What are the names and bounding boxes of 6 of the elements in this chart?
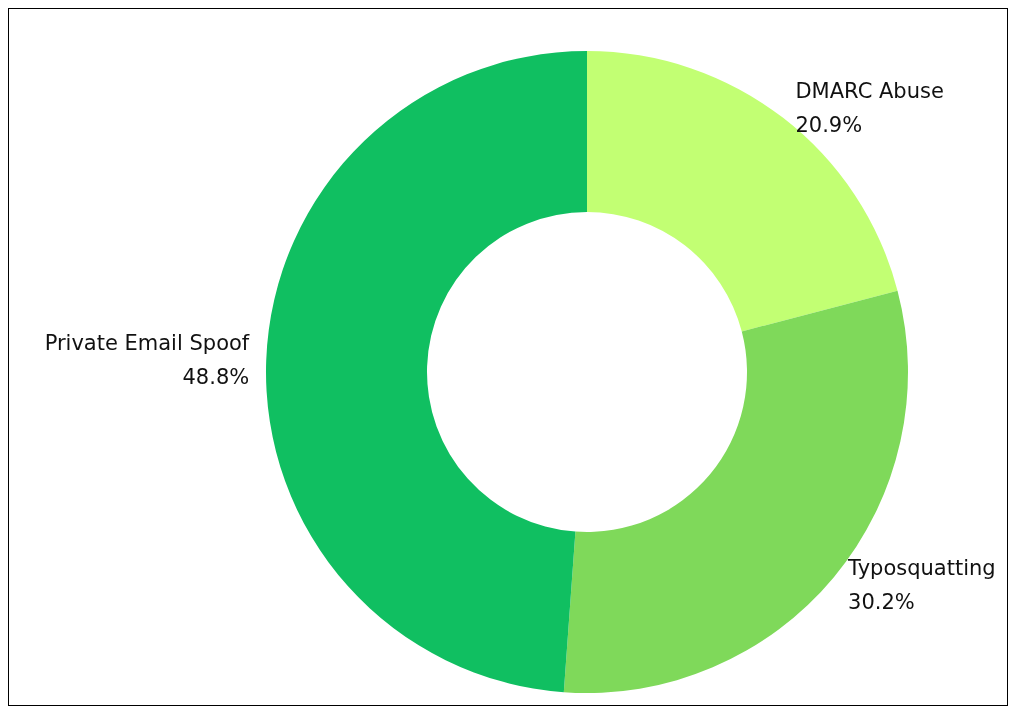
slice-label: Typosquatting bbox=[847, 555, 996, 580]
data-label: 30.2% bbox=[848, 589, 915, 614]
data-label: 48.8% bbox=[182, 364, 250, 389]
data-label: 20.9% bbox=[795, 113, 863, 138]
slice-label: DMARC Abuse bbox=[795, 79, 944, 104]
slice-label: Private Email Spoof bbox=[44, 330, 250, 355]
